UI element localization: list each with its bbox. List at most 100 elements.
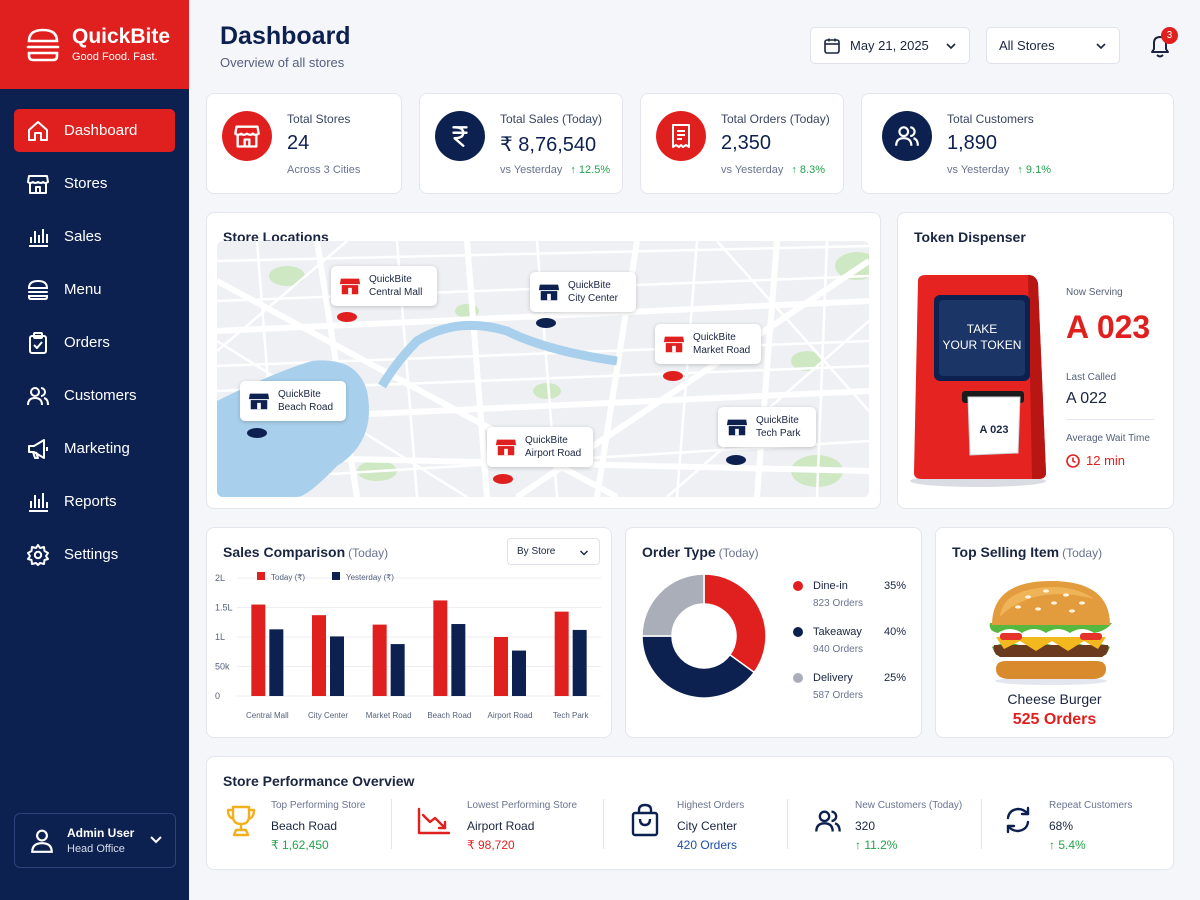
- donut-slice-dine-in: [703, 573, 767, 674]
- rupee-icon: [435, 111, 485, 161]
- sidebar-item-dashboard[interactable]: Dashboard: [14, 109, 175, 152]
- sidebar-item-label: Dashboard: [64, 122, 138, 139]
- store-pin-market-road[interactable]: QuickBite Market Road: [655, 324, 761, 364]
- store-pin-city-center[interactable]: QuickBite City Center: [530, 272, 636, 312]
- order-type-donut-chart: [642, 573, 767, 699]
- sidebar-item-menu[interactable]: Menu: [14, 268, 175, 311]
- bar-yesterday: [269, 629, 284, 696]
- receipt-icon: [656, 111, 706, 161]
- store-icon: [495, 439, 517, 456]
- sidebar-item-customers[interactable]: Customers: [14, 374, 175, 417]
- bar-today: [251, 604, 266, 696]
- users-icon: [815, 810, 841, 832]
- user-profile-menu[interactable]: Admin User Head Office: [14, 813, 176, 868]
- legend-dot-takeaway: [793, 627, 803, 637]
- sidebar-item-orders[interactable]: Orders: [14, 321, 175, 364]
- bar-yesterday: [572, 629, 587, 696]
- store-pin-tech-park[interactable]: QuickBite Tech Park: [718, 407, 816, 447]
- kiosk-screen-line1: TAKE: [967, 322, 997, 336]
- date-value: May 21, 2025: [850, 38, 929, 53]
- x-tick-label: Market Road: [366, 711, 412, 720]
- y-tick-label: 0: [215, 691, 220, 701]
- gear-icon: [27, 543, 49, 566]
- wait-value-row: 12 min: [1066, 453, 1125, 468]
- sidebar-item-marketing[interactable]: Marketing: [14, 427, 175, 470]
- user-name: Admin User: [67, 826, 135, 840]
- bar-today: [433, 600, 448, 696]
- store-filter-select[interactable]: All Stores: [986, 27, 1120, 64]
- x-tick-label: Airport Road: [488, 711, 533, 720]
- store-pin-place: Beach Road: [278, 402, 334, 413]
- store-pin-place: Central Mall: [369, 287, 423, 298]
- x-tick-label: Beach Road: [427, 711, 471, 720]
- store-pin-name: QuickBite: [568, 280, 611, 291]
- map-marker: [247, 428, 267, 438]
- kpi-change: ↑ 9.1%: [1017, 164, 1052, 176]
- store-pin-beach-road[interactable]: QuickBite Beach Road: [240, 381, 346, 421]
- trophy-icon: [226, 805, 256, 837]
- sidebar-item-stores[interactable]: Stores: [14, 162, 175, 205]
- brand-tagline: Good Food. Fast.: [72, 51, 158, 63]
- kpi-value: ₹ 8,76,540: [500, 134, 597, 156]
- repeat-icon: [1006, 806, 1030, 834]
- section-title-text: Sales Comparison: [223, 544, 346, 560]
- sidebar-item-reports[interactable]: Reports: [14, 480, 175, 523]
- legend-label: Today (₹): [271, 573, 305, 582]
- notification-badge: 3: [1161, 27, 1178, 44]
- order-type-count: 823 Orders: [813, 598, 864, 609]
- store-map[interactable]: QuickBite Central Mall QuickBite City Cent…: [217, 241, 869, 497]
- kiosk-ticket: A 023: [980, 424, 1009, 436]
- store-pin-place: Tech Park: [756, 428, 801, 439]
- token-kiosk-illustration: TAKE YOUR TOKEN A 023: [910, 275, 1046, 487]
- sidebar-item-label: Customers: [64, 387, 137, 404]
- clock-icon: [1066, 453, 1080, 468]
- divider: [981, 799, 982, 849]
- sales-filter-select[interactable]: By Store: [507, 538, 600, 565]
- sidebar-item-settings[interactable]: Settings: [14, 533, 175, 576]
- store-pin-name: QuickBite: [756, 415, 799, 426]
- perf-sub: 420 Orders: [677, 838, 738, 852]
- store-pin-name: QuickBite: [693, 332, 736, 343]
- sidebar-item-sales[interactable]: Sales: [14, 215, 175, 258]
- now-serving-value: A 023: [1066, 309, 1151, 345]
- store-pin-airport-road[interactable]: QuickBite Airport Road: [487, 427, 593, 467]
- store-icon: [248, 393, 270, 410]
- perf-sub: ↑ 5.4%: [1049, 838, 1086, 852]
- bar-yesterday: [451, 624, 466, 696]
- top-item-orders: 525 Orders: [1012, 711, 1097, 728]
- store-pin-name: QuickBite: [278, 389, 321, 400]
- kpi-value: 1,890: [947, 132, 998, 154]
- sidebar-item-label: Settings: [64, 546, 119, 563]
- sidebar-item-label: Marketing: [64, 440, 130, 457]
- brand-header[interactable]: QuickBite Good Food. Fast.: [0, 0, 189, 89]
- calendar-icon: [824, 38, 840, 54]
- wait-value: 12 min: [1086, 453, 1126, 468]
- bar-today: [312, 615, 326, 696]
- kpi-card-total-customers: Total Customers 1,890 vs Yesterday ↑ 9.1%: [861, 93, 1174, 194]
- order-type-pct: 40%: [884, 626, 907, 638]
- legend-swatch: [257, 572, 265, 580]
- sidebar-nav: Dashboard Stores Sales Menu Orders Custo…: [0, 89, 189, 576]
- map-marker: [663, 371, 683, 381]
- store-pin-name: QuickBite: [369, 274, 412, 285]
- perf-main: Airport Road: [467, 819, 535, 833]
- user-icon: [31, 829, 53, 853]
- store-performance-card: Store Performance Overview Top Performin…: [206, 756, 1174, 870]
- divider: [1066, 419, 1154, 420]
- section-title-sub: (Today): [718, 546, 759, 560]
- kpi-value: 2,350: [721, 132, 772, 154]
- divider: [603, 799, 604, 849]
- burger-icon: [27, 279, 49, 300]
- kpi-card-total-orders: Total Orders (Today) 2,350 vs Yesterday ↑…: [640, 93, 844, 194]
- store-pin-central-mall[interactable]: QuickBite Central Mall: [331, 266, 437, 306]
- bar-chart-icon: [29, 228, 48, 247]
- store-icon: [222, 111, 272, 161]
- y-tick-label: 1L: [215, 632, 225, 642]
- date-picker[interactable]: May 21, 2025: [810, 27, 970, 64]
- brand-name: QuickBite: [72, 25, 171, 48]
- order-type-name: Dine-in: [813, 580, 848, 592]
- kpi-note-text: vs Yesterday: [947, 164, 1010, 176]
- store-icon: [27, 174, 49, 194]
- bar-today: [554, 611, 569, 696]
- chevron-down-icon: [580, 550, 588, 556]
